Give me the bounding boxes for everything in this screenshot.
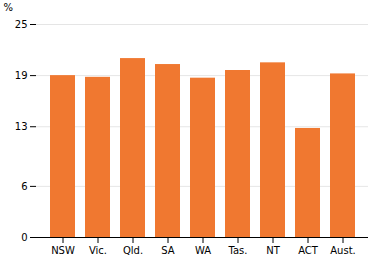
svg-text:NSW: NSW: [51, 245, 75, 256]
svg-text:6: 6: [21, 181, 27, 192]
svg-text:0: 0: [21, 232, 27, 243]
svg-text:SA: SA: [161, 245, 175, 256]
svg-text:13: 13: [15, 121, 28, 132]
svg-text:Qld.: Qld.: [123, 245, 143, 256]
svg-text:WA: WA: [195, 245, 211, 256]
svg-text:19: 19: [15, 70, 28, 81]
svg-text:Aust.: Aust.: [330, 245, 356, 256]
svg-text:Vic.: Vic.: [89, 245, 107, 256]
svg-text:%: %: [4, 2, 14, 13]
svg-text:NT: NT: [266, 245, 280, 256]
svg-text:Tas.: Tas.: [228, 245, 248, 256]
svg-text:25: 25: [15, 19, 28, 30]
svg-text:ACT: ACT: [298, 245, 319, 256]
